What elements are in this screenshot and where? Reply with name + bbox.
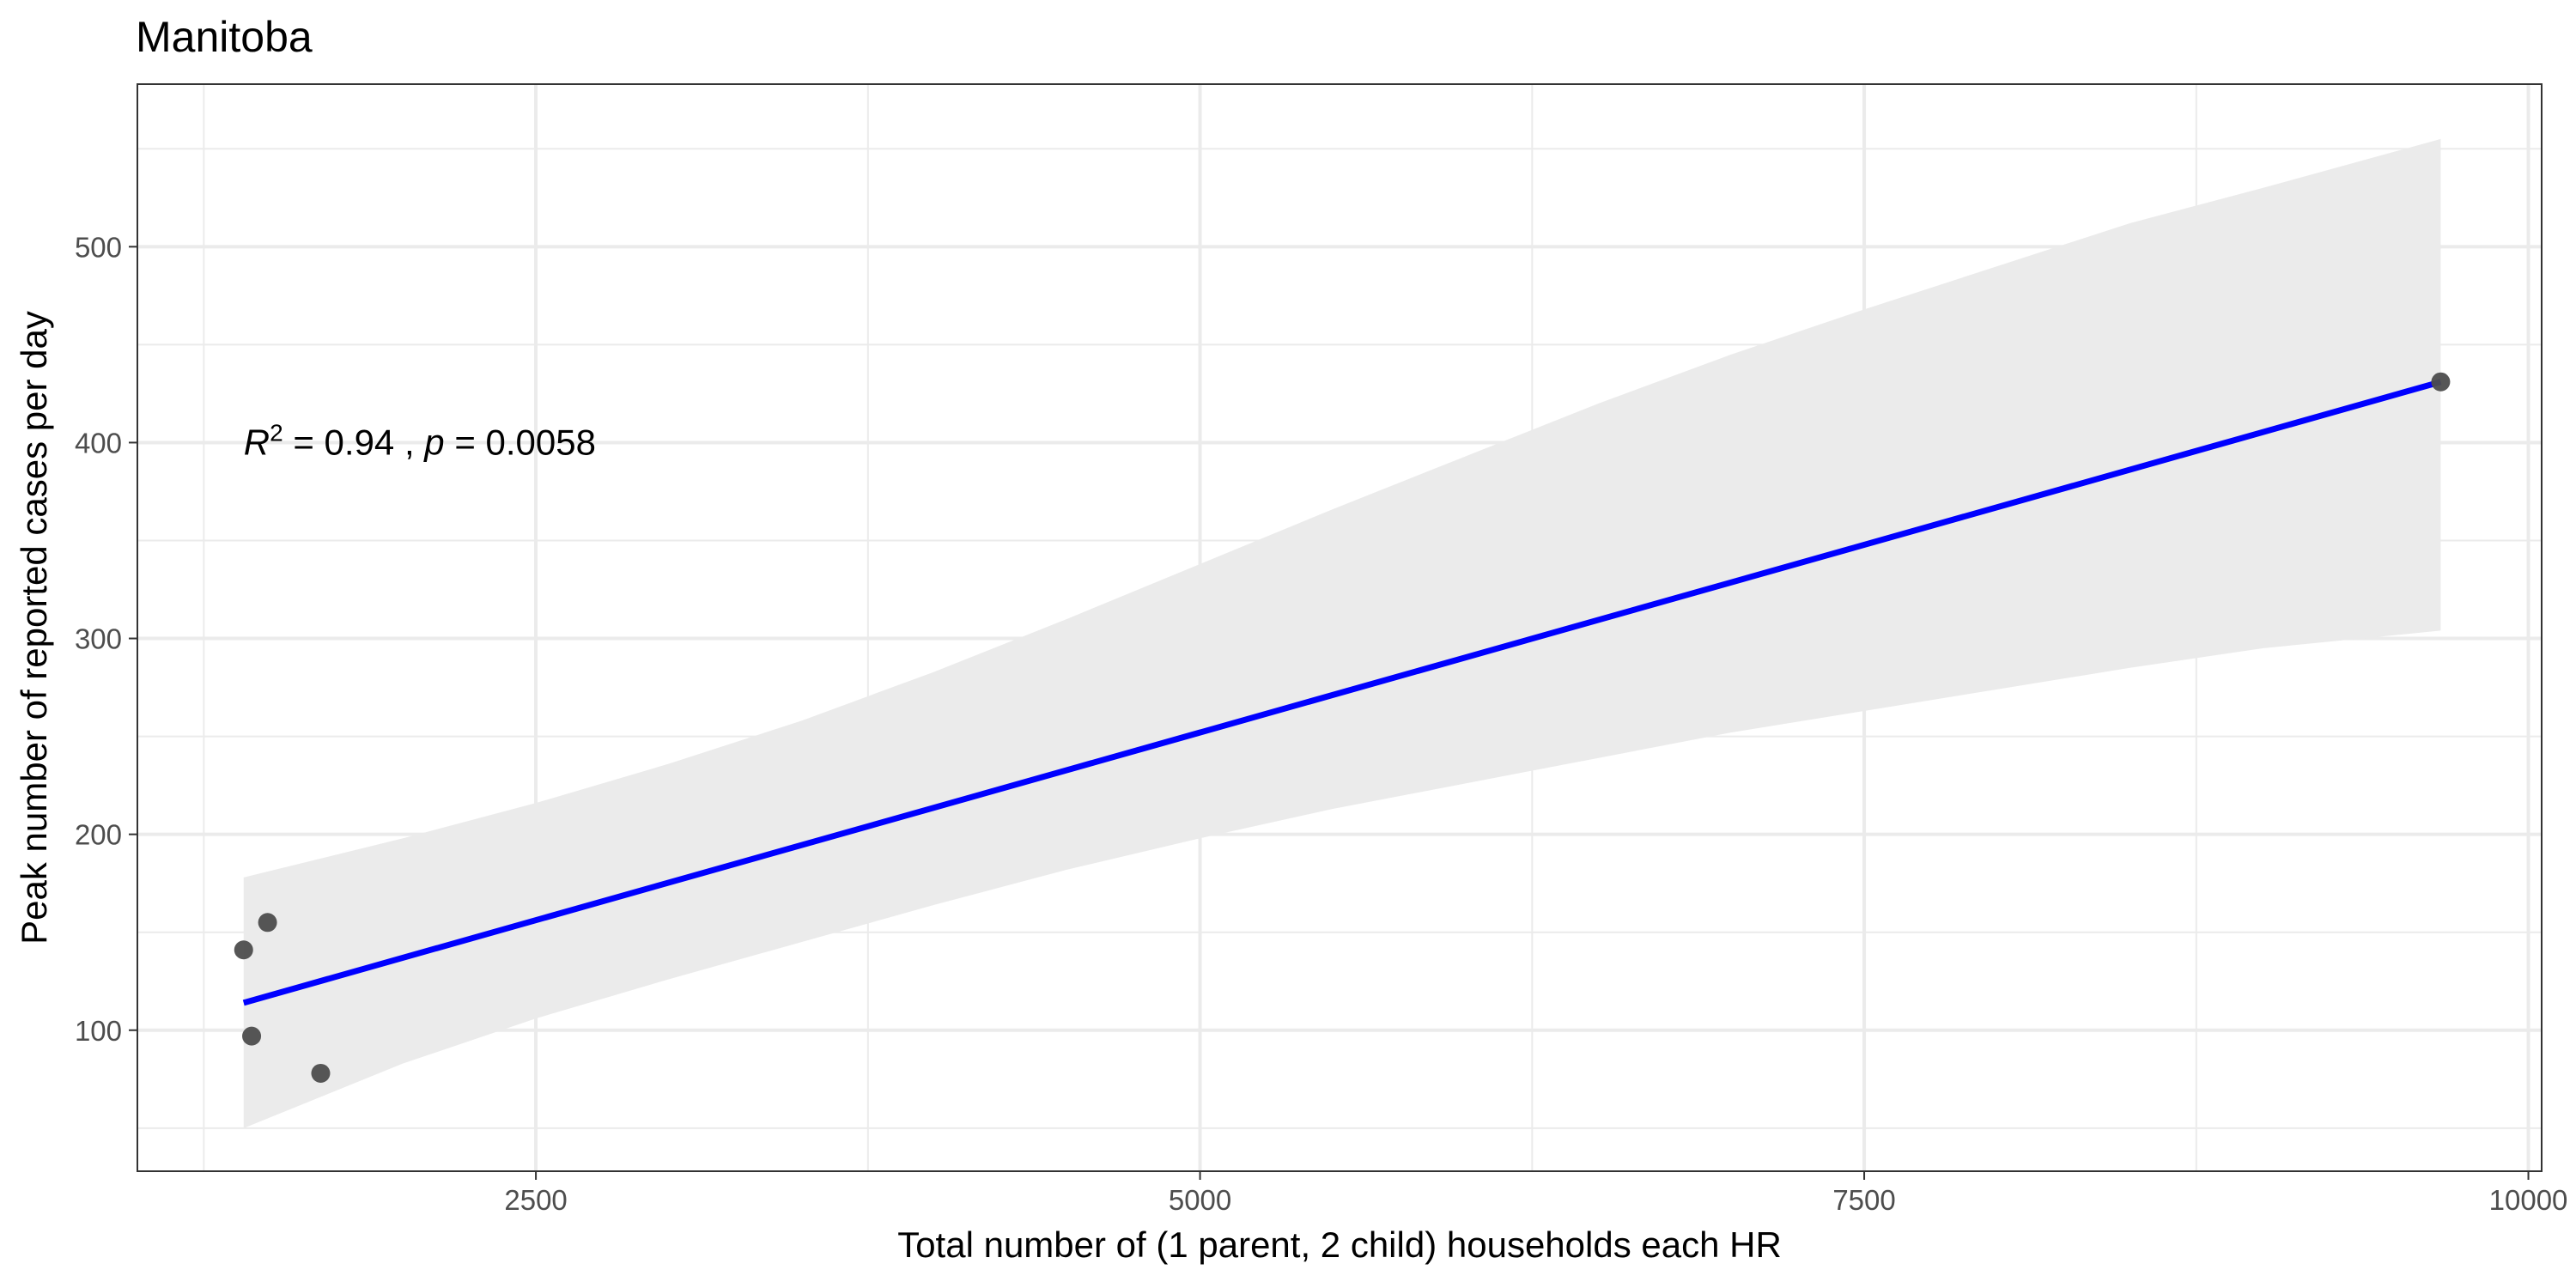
regression-line-layer <box>242 379 2442 1006</box>
x-axis-ticks: 2500 5000 7500 10000 <box>504 1171 2567 1216</box>
data-point <box>242 1026 262 1046</box>
chart-title: Manitoba <box>136 13 313 61</box>
y-tick-label: 200 <box>75 819 122 851</box>
x-tick-label: 10000 <box>2489 1184 2568 1216</box>
confidence-band <box>243 138 2441 1128</box>
regression-annotation: R2 = 0.94 , p = 0.0058 <box>244 419 596 462</box>
regression-line <box>242 379 2442 1006</box>
y-tick-label: 400 <box>75 427 122 459</box>
y-axis-ticks: 100 200 300 400 500 <box>75 231 137 1047</box>
r-symbol: R <box>244 422 270 462</box>
x-tick-label: 2500 <box>504 1184 567 1216</box>
y-tick-label: 500 <box>75 231 122 263</box>
y-tick-label: 300 <box>75 623 122 655</box>
data-point <box>258 913 277 933</box>
data-point <box>2431 372 2451 392</box>
x-tick-label: 5000 <box>1169 1184 1231 1216</box>
r-value: = 0.94 , <box>283 422 425 462</box>
data-point <box>234 940 253 960</box>
confidence-band-layer <box>243 138 2441 1128</box>
x-axis-title: Total number of (1 parent, 2 child) hous… <box>897 1224 1782 1265</box>
plot-border <box>137 83 2543 1172</box>
y-tick-label: 100 <box>75 1015 122 1047</box>
r-superscript: 2 <box>270 419 283 446</box>
data-points-layer <box>234 372 2451 1083</box>
data-point <box>311 1063 331 1083</box>
y-axis-title: Peak number of reported cases per day <box>14 311 54 945</box>
p-value: = 0.0058 <box>445 422 596 462</box>
x-tick-label: 7500 <box>1832 1184 1895 1216</box>
p-symbol: p <box>422 422 444 462</box>
